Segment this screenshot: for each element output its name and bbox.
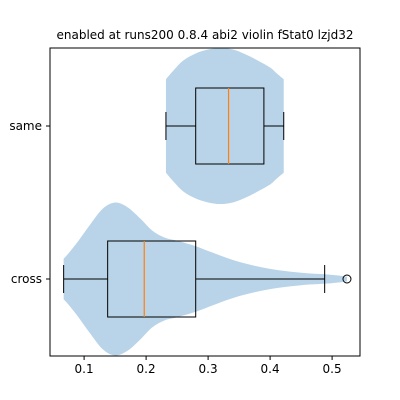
x-tick-label-4: 0.5 bbox=[323, 362, 342, 376]
chart-title: enabled at runs200 0.8.4 abi2 violin fSt… bbox=[57, 28, 354, 42]
violin-group-cross bbox=[63, 202, 352, 356]
x-tick-label-0: 0.1 bbox=[75, 362, 94, 376]
x-tick-label-1: 0.2 bbox=[137, 362, 156, 376]
y-tick-label-same: same bbox=[9, 119, 42, 133]
x-tick-label-2: 0.3 bbox=[199, 362, 218, 376]
axes: 0.1 0.2 0.3 0.4 0.5 cross same bbox=[9, 47, 361, 376]
plot-area bbox=[63, 48, 352, 356]
x-tick-label-3: 0.4 bbox=[261, 362, 280, 376]
box-cross bbox=[107, 240, 197, 318]
box-same bbox=[195, 87, 265, 165]
y-tick-label-cross: cross bbox=[11, 272, 42, 286]
violin-body-same bbox=[165, 48, 284, 204]
outlier-point-cross-0 bbox=[342, 274, 352, 284]
violin-group-same bbox=[165, 48, 285, 204]
axes-frame bbox=[49, 47, 361, 357]
